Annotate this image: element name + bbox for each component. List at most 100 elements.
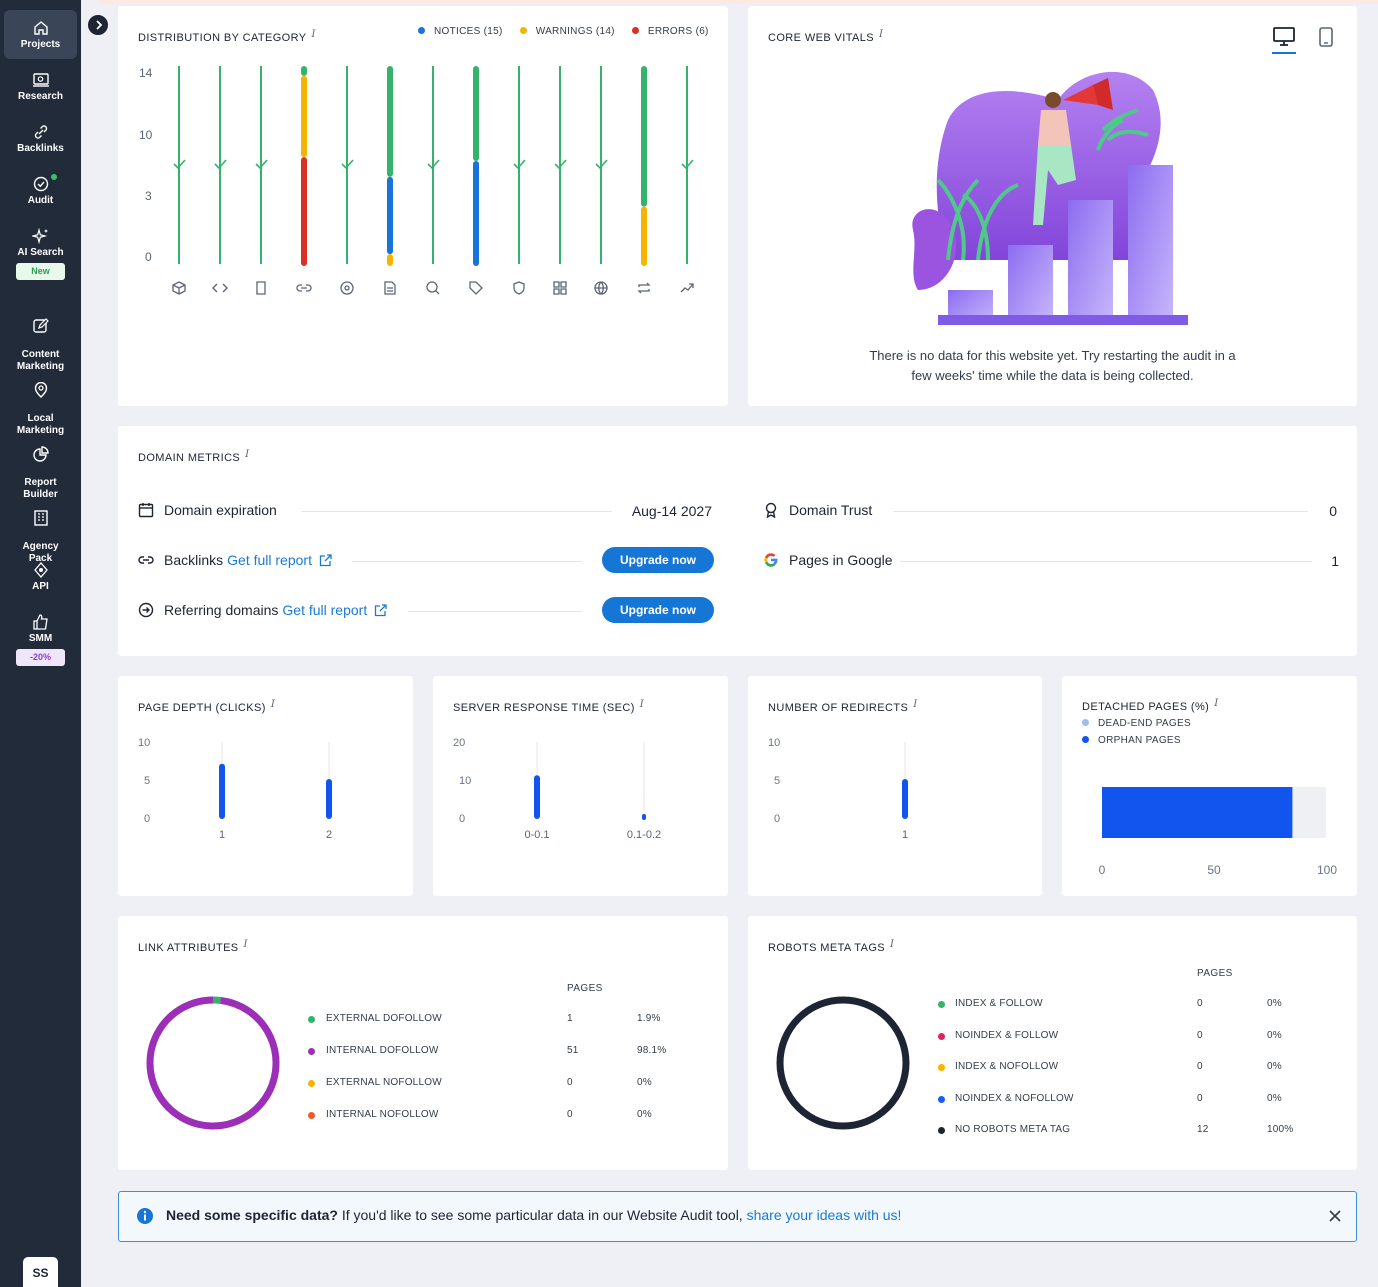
legend-dot — [308, 1080, 315, 1087]
sidebar-item-content-marketing[interactable]: Content Marketing — [4, 306, 77, 373]
sidebar-item-agency-pack[interactable]: Agency Pack — [4, 498, 77, 565]
y-tick: 20 — [453, 737, 465, 749]
info-icon[interactable]: i — [1214, 698, 1219, 709]
domain-expiration-row: Domain expiration — [138, 502, 277, 518]
external-link-icon[interactable] — [374, 603, 387, 617]
document-icon[interactable] — [384, 281, 396, 295]
target-icon[interactable] — [340, 281, 354, 295]
check-icon — [513, 159, 526, 170]
domain-metrics-card: Domain metrics i Domain expiration Aug-14… — [118, 426, 1357, 656]
y-tick: 14 — [139, 66, 153, 80]
upgrade-now-button[interactable]: Upgrade now — [602, 547, 714, 573]
legend-dot — [308, 1048, 315, 1055]
row-count: 1 — [567, 1013, 573, 1024]
row-label: External dofollow — [326, 1013, 442, 1024]
building-icon — [33, 510, 48, 526]
discount-badge: -20% — [16, 649, 65, 666]
legend-dot — [938, 1064, 945, 1071]
sidebar-item-label: Content Marketing — [16, 349, 65, 372]
row-percent: 0% — [1267, 1092, 1282, 1104]
top-stripe — [98, 0, 1378, 4]
external-link-icon[interactable] — [319, 553, 332, 567]
collapse-sidebar-button[interactable] — [86, 13, 110, 37]
sidebar-item-projects[interactable]: Projects — [4, 10, 77, 59]
sidebar-item-research[interactable]: Research — [4, 72, 77, 103]
sidebar-item-audit[interactable]: Audit — [4, 174, 77, 207]
mobile-toggle[interactable] — [1318, 26, 1334, 53]
legend-item-errors[interactable]: Errors (6) — [631, 26, 709, 37]
no-data-illustration — [912, 71, 1188, 325]
info-icon[interactable]: i — [245, 449, 250, 460]
desktop-icon — [1273, 27, 1295, 46]
x-tick: 1 — [902, 829, 908, 841]
sidebar-item-local-marketing[interactable]: Local Marketing — [4, 370, 77, 437]
code-icon[interactable] — [212, 283, 228, 293]
tag-icon[interactable] — [469, 281, 483, 295]
get-full-report-link[interactable]: Get full report — [227, 552, 312, 568]
row-percent: 1.9% — [637, 1013, 661, 1024]
sidebar-item-ai-search[interactable]: AI Search New — [4, 228, 77, 280]
divider — [894, 511, 1308, 512]
avatar[interactable]: SS — [23, 1257, 58, 1287]
slice-no-robots-meta-tag — [776, 996, 910, 1130]
info-icon[interactable]: i — [639, 699, 645, 710]
metric-label: Backlinks — [164, 552, 224, 568]
pages-column-header: Pages — [1197, 968, 1233, 979]
get-full-report-link[interactable]: Get full report — [282, 602, 368, 618]
page-depth-chart: 10 5 0 1 2 — [138, 737, 332, 841]
sidebar-item-label: API — [32, 581, 49, 592]
grid-icon[interactable] — [553, 281, 567, 295]
metric-label: Domain expiration — [164, 502, 277, 518]
row-label: Internal dofollow — [326, 1045, 439, 1056]
pie-chart-icon — [32, 446, 49, 462]
new-badge: New — [16, 263, 65, 280]
sidebar-item-label: Projects — [20, 39, 61, 50]
calendar-icon — [138, 503, 154, 518]
row-percent: 0% — [1267, 998, 1282, 1009]
server-response-card: Server response time (sec) i 20 10 0 0-0.1 0.… — [433, 676, 728, 896]
row-percent: 0% — [637, 1109, 652, 1120]
banner-heading: Need some specific data? — [166, 1207, 338, 1223]
cube-icon[interactable] — [172, 281, 186, 295]
sidebar-item-report-builder[interactable]: Report Builder — [4, 434, 77, 501]
info-icon[interactable]: i — [311, 29, 316, 40]
row-count: 0 — [1197, 1092, 1203, 1104]
repeat-icon[interactable] — [637, 282, 651, 294]
row-percent: 0% — [1267, 1061, 1282, 1072]
upgrade-now-button[interactable]: Upgrade now — [602, 597, 714, 623]
desktop-toggle[interactable] — [1272, 26, 1296, 54]
core-web-vitals-card: Core Web Vitals i There is no data for th… — [748, 6, 1357, 406]
row-count: 0 — [567, 1109, 573, 1120]
info-icon[interactable]: i — [890, 939, 895, 950]
shield-icon[interactable] — [513, 281, 525, 295]
search-icon[interactable] — [426, 281, 440, 295]
globe-icon[interactable] — [594, 281, 608, 295]
detached-pages-card: Detached pages (%) i Dead-end pages Orpha… — [1062, 676, 1357, 896]
legend-item-notices[interactable]: Notices (15) — [418, 26, 503, 37]
monitor-search-icon — [32, 73, 49, 87]
mobile-icon[interactable] — [256, 281, 266, 295]
arrow-circle-icon — [138, 602, 154, 618]
card-title: Page depth (clicks) i — [138, 699, 276, 714]
check-icon — [255, 159, 268, 170]
info-icon[interactable]: i — [243, 939, 248, 950]
trending-up-icon[interactable] — [680, 283, 694, 293]
share-ideas-link[interactable]: share your ideas with us! — [746, 1207, 902, 1223]
close-icon[interactable] — [1329, 1210, 1341, 1222]
legend-item-warnings[interactable]: Warnings (14) — [519, 26, 615, 37]
link-attributes-donut — [146, 996, 280, 1130]
info-icon[interactable]: i — [913, 699, 918, 710]
link-icon[interactable] — [296, 284, 312, 292]
home-icon — [33, 21, 48, 35]
legend-item-orphan[interactable]: Orphan pages — [1082, 735, 1181, 746]
row-count: 0 — [1197, 1029, 1203, 1041]
y-tick: 0 — [774, 813, 780, 825]
legend-item-dead-end[interactable]: Dead-end pages — [1082, 718, 1191, 729]
info-icon[interactable]: i — [270, 699, 276, 710]
row-count: 0 — [1197, 998, 1203, 1009]
info-icon[interactable]: i — [879, 29, 884, 40]
sidebar-item-smm[interactable]: SMM -20% — [4, 614, 77, 666]
chart-legend: Notices (15) Warnings (14) Errors (6) — [418, 26, 709, 37]
sidebar-item-backlinks[interactable]: Backlinks — [4, 124, 77, 155]
sidebar-item-api[interactable]: API — [4, 562, 77, 593]
